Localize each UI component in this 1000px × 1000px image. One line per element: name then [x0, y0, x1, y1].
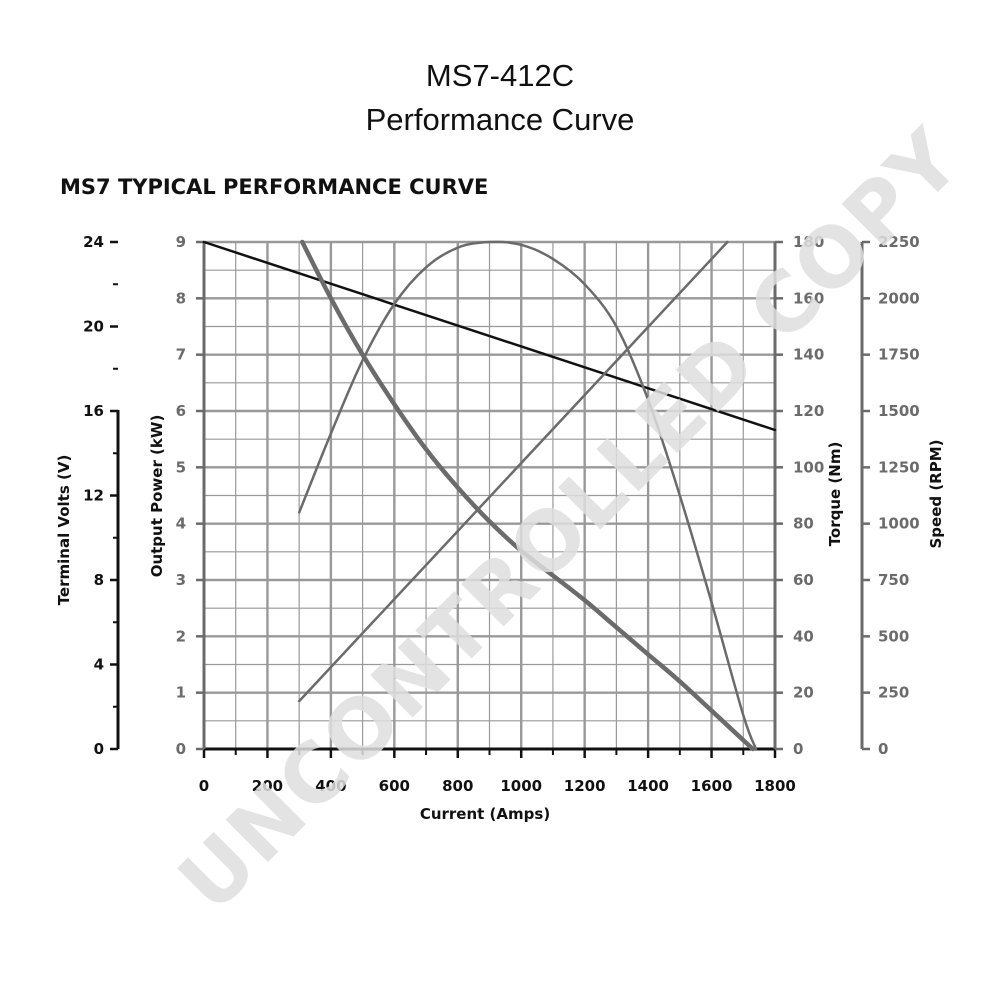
x-tick-label: 600: [379, 777, 410, 795]
x-tick-label: 400: [315, 777, 346, 795]
chart-axes: [110, 240, 870, 758]
speed-tick-label: 250: [878, 684, 909, 702]
torque-axis-label: Torque (Nm): [826, 442, 844, 547]
power-tick-label: 2: [176, 627, 186, 645]
power-tick-label: 9: [176, 233, 186, 251]
speed-tick-label: 1500: [878, 402, 920, 420]
speed-tick-label: 500: [878, 627, 909, 645]
chart-subtitle: MS7 TYPICAL PERFORMANCE CURVE: [60, 175, 489, 199]
x-tick-label: 1600: [691, 777, 733, 795]
volts-tick-label: 8: [94, 571, 104, 589]
speed-tick-label: 1750: [878, 346, 920, 364]
power-tick-label: 8: [176, 289, 186, 307]
x-tick-label: 1400: [627, 777, 669, 795]
chart-series: [202, 239, 777, 752]
chart-title-line2: Performance Curve: [365, 102, 635, 137]
torque-tick-label: 120: [793, 402, 824, 420]
x-tick-label: 1200: [564, 777, 606, 795]
power-tick-label: 7: [176, 346, 186, 364]
volts-axis-label: Terminal Volts (V): [55, 455, 73, 606]
power-tick-label: 3: [176, 571, 186, 589]
speed-tick-label: 2250: [878, 233, 920, 251]
volts-tick-label: 12: [83, 487, 104, 505]
x-axis-label: Current (Amps): [420, 805, 550, 823]
speed-line: [300, 239, 756, 752]
chart-title-line1: MS7-412C: [425, 58, 575, 93]
torque-tick-label: 160: [793, 289, 824, 307]
torque-tick-label: 60: [793, 571, 814, 589]
speed-tick-label: 1000: [878, 515, 920, 533]
x-tick-label: 800: [442, 777, 473, 795]
x-tick-label: 0: [199, 777, 209, 795]
output-power-line: [297, 240, 758, 751]
power-tick-label: 6: [176, 402, 186, 420]
torque-tick-label: 80: [793, 515, 814, 533]
torque-line: [297, 240, 729, 703]
torque-tick-label: 20: [793, 684, 814, 702]
volts-tick-label: 20: [83, 318, 104, 336]
volts-tick-label: 16: [83, 402, 104, 420]
speed-axis-label: Speed (RPM): [927, 439, 945, 548]
volts-tick-label: 0: [94, 740, 104, 758]
power-tick-label: 5: [176, 458, 186, 476]
torque-tick-label: 100: [793, 458, 824, 476]
power-tick-label: 1: [176, 684, 186, 702]
torque-tick-label: 0: [793, 740, 803, 758]
speed-tick-label: 0: [878, 740, 888, 758]
speed-tick-label: 750: [878, 571, 909, 589]
power-tick-label: 4: [176, 515, 186, 533]
volts-tick-label: 24: [83, 233, 104, 251]
torque-tick-label: 180: [793, 233, 824, 251]
speed-tick-label: 1250: [878, 458, 920, 476]
chart-tick-labels: 0 200 400 600 800 1000 1200 1400 1600 18000481216…: [83, 233, 920, 795]
power-tick-label: 0: [176, 740, 186, 758]
volts-tick-label: 4: [94, 656, 104, 674]
x-tick-label: 200: [252, 777, 283, 795]
torque-tick-label: 40: [793, 627, 814, 645]
x-tick-label: 1800: [754, 777, 796, 795]
terminal-volts-line: [202, 240, 777, 432]
speed-tick-label: 2000: [878, 289, 920, 307]
watermark: UNCONTROLLED COPY: [161, 111, 980, 930]
torque-tick-label: 140: [793, 346, 824, 364]
power-axis-label: Output Power (kW): [148, 415, 166, 578]
x-tick-label: 1000: [500, 777, 542, 795]
